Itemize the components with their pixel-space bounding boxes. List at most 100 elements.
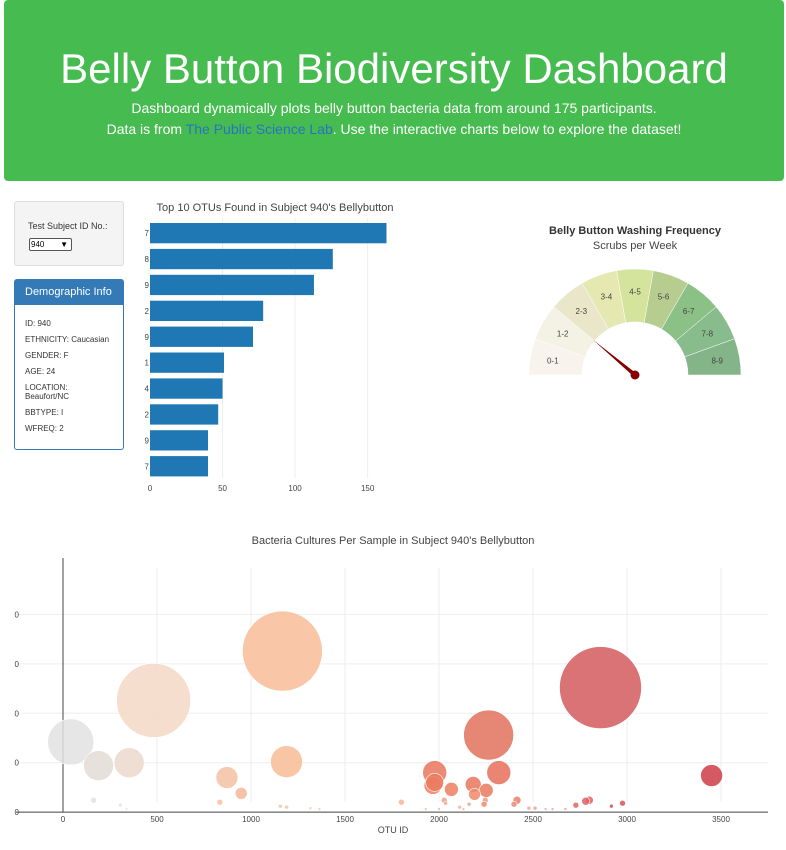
demographic-row: ID: 940 [25,319,51,328]
bubble [278,803,283,809]
bar-x-tick-label: 100 [288,484,302,493]
bar-y-tick-label: 7 [145,229,150,238]
bubble-y-tick-label: 0 [15,660,20,669]
page-title: Belly Button Biodiversity Dashboard [60,45,728,92]
bubble-chart-title: Bacteria Cultures Per Sample in Subject … [252,535,535,547]
header-description: Dashboard dynamically plots belly button… [131,100,657,116]
bubble [116,663,191,738]
bubble [563,807,568,811]
bubble-x-tick-label: 3000 [618,815,636,824]
header-source-line: Data is from The Public Science Lab. Use… [4,119,784,139]
bubble [486,760,512,785]
source-suffix: . Use the interactive charts below to ex… [332,121,682,137]
gauge-section-label: 6-7 [683,307,695,316]
bubble-x-tick-label: 3500 [712,815,730,824]
bubble [468,788,481,801]
bar-x-tick-label: 150 [361,484,375,493]
bubble [510,800,518,808]
bubble [242,610,323,692]
subject-id-select[interactable]: 940 ▼ [29,238,72,251]
gauge-needle [592,339,637,377]
bubble [543,807,548,811]
bacteria-bubble-chart: Bacteria Cultures Per Sample in Subject … [15,535,768,835]
bubble [317,807,322,811]
bubble-x-tick-label: 1500 [336,815,354,824]
gauge-title: Belly Button Washing Frequency [549,225,722,237]
bar [150,300,264,321]
bar-x-tick-label: 0 [148,484,153,493]
bubble [47,718,95,766]
gauge-section-label: 0-1 [547,357,559,366]
bubble [398,798,405,806]
bubble [700,764,723,787]
demographic-row: ETHNICITY: Caucasian [25,335,110,344]
bubble-x-tick-label: 2500 [524,815,542,824]
bubble [572,801,580,809]
washing-frequency-gauge: Belly Button Washing Frequency Scrubs per… [528,225,742,380]
gauge-section-label: 1-2 [557,329,569,338]
demographic-info-body: ID: 940 ETHNICITY: Caucasian GENDER: F AGE:… [15,305,123,433]
bubble [550,807,555,811]
bubble [234,787,248,800]
bubble [124,807,129,811]
demographic-info-panel: Demographic Info ID: 940 ETHNICITY: Cauca… [14,279,124,450]
bar [150,430,209,451]
bubble [463,709,514,761]
demographic-row: WFREQ: 2 [25,424,64,433]
bar-y-tick-label: 2 [145,307,150,316]
demographic-row: BBTYPE: I [25,408,64,417]
bar [150,378,223,399]
gauge-section-label: 4-5 [629,288,641,297]
gauge-section [684,338,742,376]
chevron-down-icon: ▼ [60,240,68,249]
gauge-subtitle: Scrubs per Week [593,240,678,252]
bubble-x-tick-label: 0 [61,815,66,824]
bubble [444,782,459,797]
bar [150,274,314,296]
bubble [619,799,626,807]
subject-selector-label: Test Subject ID No.: [28,221,108,231]
gauge-section-label: 7-8 [702,329,714,338]
bar-y-tick-label: 4 [145,385,150,394]
bubble-y-tick-label: 0 [15,709,20,718]
bar-y-tick-label: 9 [145,436,150,445]
gauge-section-label: 2-3 [576,307,588,316]
gauge-section-label: 3-4 [601,293,613,302]
bar-y-tick-label: 7 [145,462,150,471]
bar-y-tick-label: 8 [145,255,150,264]
bubble [90,796,97,804]
gauge-section-label: 5-6 [658,293,670,302]
bubble [424,807,428,811]
bar [150,352,224,373]
bar [150,223,387,244]
bubble-x-tick-label: 2000 [430,815,448,824]
bubble-x-tick-label: 500 [150,815,164,824]
bubble [478,783,494,798]
bar-y-tick-label: 9 [145,281,150,290]
bubble [83,750,114,781]
bubble [526,805,532,811]
bubble [466,801,472,807]
demographic-row: AGE: 24 [25,367,56,376]
bubble [559,646,642,729]
bubble [118,802,123,808]
demographic-row: GENDER: F [25,351,69,360]
bubble-x-tick-label: 1000 [242,815,260,824]
gauge-section-label: 8-9 [711,357,723,366]
bubble [113,747,145,778]
bubble [215,766,239,789]
bubble [581,796,590,806]
bar [150,456,209,477]
bubble [480,800,488,808]
bubble [284,804,290,810]
bubble [532,805,538,811]
public-science-lab-link[interactable]: The Public Science Lab [185,121,333,137]
bubble [425,773,444,792]
bubble-x-axis-label: OTU ID [378,825,409,835]
bubble [216,798,224,806]
bar-y-tick-label: 2 [145,410,150,419]
demographic-info-title: Demographic Info [15,280,123,305]
subject-id-value: 940 [31,240,45,249]
bubble [270,745,303,779]
bubble [437,807,441,811]
